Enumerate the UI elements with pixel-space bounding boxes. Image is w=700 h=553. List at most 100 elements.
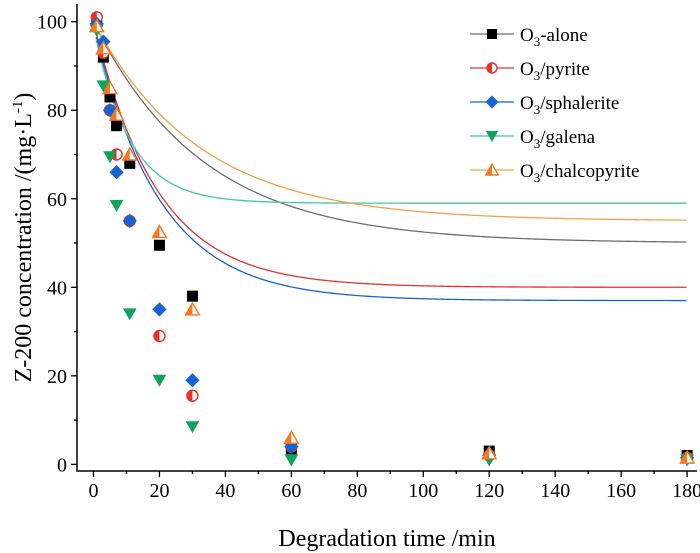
data-point-marker bbox=[152, 302, 167, 317]
y-tick-label: 0 bbox=[57, 454, 67, 476]
data-point-marker bbox=[185, 373, 200, 388]
fit-curve bbox=[95, 36, 687, 302]
fit-curve bbox=[95, 38, 687, 204]
data-markers bbox=[88, 11, 696, 467]
data-point-marker bbox=[124, 157, 136, 169]
data-point-fill bbox=[152, 225, 160, 238]
data-point-shape bbox=[111, 120, 123, 132]
data-point-fill bbox=[284, 431, 292, 444]
y-tick-label: 20 bbox=[47, 366, 67, 388]
data-point-fill bbox=[487, 63, 492, 73]
data-point-fill bbox=[186, 390, 193, 402]
data-point-marker bbox=[95, 40, 112, 55]
x-tick-label: 100 bbox=[408, 480, 438, 502]
data-point-fill bbox=[185, 302, 193, 315]
data-point-shape bbox=[284, 454, 299, 467]
data-point-fill bbox=[485, 164, 492, 175]
data-point-marker bbox=[108, 106, 125, 121]
data-point-fill bbox=[103, 81, 110, 94]
data-point-fill bbox=[153, 330, 160, 342]
legend-label-subscript: 3 bbox=[534, 170, 541, 185]
data-point-shape bbox=[186, 290, 198, 302]
data-point-marker bbox=[152, 374, 167, 387]
x-tick-label: 80 bbox=[347, 480, 367, 502]
axes bbox=[76, 4, 697, 472]
legend-label-subscript: 3 bbox=[534, 34, 541, 49]
data-point-marker bbox=[153, 239, 165, 251]
data-point-marker bbox=[283, 429, 300, 445]
y-tick-label: 40 bbox=[47, 277, 67, 299]
y-axis-title-main: Z-200 concentration /(mg·L bbox=[11, 113, 37, 382]
legend-label-subscript: 3 bbox=[534, 136, 541, 151]
axis-frame bbox=[76, 4, 697, 472]
data-point-shape bbox=[104, 91, 116, 103]
data-point-marker bbox=[122, 213, 137, 229]
data-point-marker bbox=[185, 421, 200, 434]
data-point-marker bbox=[88, 18, 105, 33]
legend-label-main: O bbox=[520, 59, 534, 80]
legend-label-subscript: 3 bbox=[534, 102, 541, 117]
x-tick-label: 20 bbox=[149, 480, 169, 502]
fit-curves bbox=[95, 26, 687, 302]
data-point-shape bbox=[109, 199, 124, 212]
data-point-marker bbox=[111, 120, 123, 132]
fit-curve bbox=[95, 26, 687, 221]
data-point-shape bbox=[103, 151, 117, 164]
y-axis-title-close: ) bbox=[11, 93, 37, 101]
data-point-marker bbox=[103, 151, 117, 164]
legend-entry: O3/chalcopyrite bbox=[470, 161, 639, 185]
legend-label-rest: /galena bbox=[540, 127, 595, 148]
data-point-shape bbox=[185, 421, 200, 434]
data-point-shape bbox=[485, 131, 499, 142]
data-point-shape bbox=[122, 213, 137, 229]
x-tick-label: 120 bbox=[474, 480, 504, 502]
data-point-marker bbox=[121, 146, 138, 161]
data-point-shape bbox=[185, 373, 200, 388]
legend-label: O3/sphalerite bbox=[520, 93, 619, 117]
data-point-marker bbox=[151, 224, 168, 239]
data-point-marker bbox=[184, 301, 201, 316]
y-tick-label: 60 bbox=[47, 189, 67, 211]
legend-label-rest: /sphalerite bbox=[540, 93, 619, 114]
x-tick-label: 40 bbox=[215, 480, 235, 502]
x-tick-label: 160 bbox=[606, 480, 636, 502]
data-point-marker bbox=[679, 449, 696, 464]
data-point-marker bbox=[487, 29, 497, 39]
data-point-shape bbox=[485, 95, 499, 109]
legend-label-rest: /pyrite bbox=[540, 59, 590, 80]
y-tick-label: 80 bbox=[47, 100, 67, 122]
data-point-fill bbox=[96, 41, 104, 54]
data-point-shape bbox=[152, 302, 167, 317]
legend-label-subscript: 3 bbox=[534, 68, 541, 83]
data-point-marker bbox=[186, 389, 199, 402]
fit-curve bbox=[95, 32, 687, 288]
data-point-fill bbox=[482, 446, 490, 459]
data-point-marker bbox=[481, 445, 498, 460]
data-point-shape bbox=[152, 374, 167, 387]
data-point-marker bbox=[284, 454, 299, 467]
x-tick-label: 140 bbox=[540, 480, 570, 502]
y-axis-title-superscript: -1 bbox=[10, 101, 26, 114]
data-point-shape bbox=[96, 80, 111, 93]
data-point-marker bbox=[96, 80, 111, 93]
data-point-shape bbox=[153, 239, 165, 251]
data-point-marker bbox=[485, 95, 499, 109]
legend-label-rest: -alone bbox=[540, 25, 587, 46]
data-point-marker bbox=[484, 162, 500, 176]
data-point-shape bbox=[487, 29, 497, 39]
data-point-marker bbox=[122, 308, 137, 321]
data-point-marker bbox=[101, 80, 119, 95]
legend-label: O3/pyrite bbox=[520, 59, 590, 83]
legend-entry: O3/galena bbox=[470, 127, 596, 151]
data-point-marker bbox=[109, 165, 124, 180]
data-point-marker bbox=[485, 131, 499, 142]
data-point-fill bbox=[122, 147, 130, 161]
y-tick-label: 100 bbox=[37, 12, 67, 34]
legend: O3-aloneO3/pyriteO3/sphaleriteO3/galenaO… bbox=[470, 25, 639, 185]
legend-label-main: O bbox=[520, 161, 534, 182]
legend-label-rest: /chalcopyrite bbox=[540, 161, 639, 182]
data-point-shape bbox=[124, 157, 136, 169]
legend-entry: O3/pyrite bbox=[470, 59, 590, 83]
legend-label-main: O bbox=[520, 127, 534, 148]
